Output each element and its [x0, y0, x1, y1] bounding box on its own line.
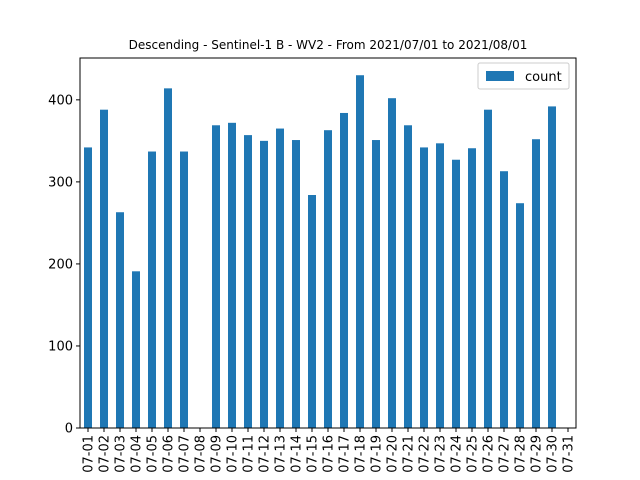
x-tick-label: 07-31	[562, 435, 577, 473]
legend-swatch	[486, 71, 514, 81]
x-tick-label: 07-08	[194, 435, 209, 473]
x-tick-label: 07-22	[418, 435, 433, 473]
x-tick-label: 07-17	[338, 435, 353, 473]
bar-07-07	[180, 151, 188, 428]
bar-07-17	[340, 112, 348, 429]
bar-07-05	[148, 151, 156, 428]
bar-07-21	[404, 125, 412, 428]
bar-07-10	[228, 122, 236, 429]
bar-07-22	[420, 147, 428, 428]
x-tick-label: 07-07	[178, 435, 193, 473]
x-tick-label: 07-21	[402, 435, 417, 473]
x-tick-label: 07-05	[146, 435, 161, 473]
bar-07-11	[244, 135, 252, 428]
plot-frame	[79, 57, 577, 429]
bar-07-29	[532, 139, 540, 428]
x-tick-label: 07-16	[322, 435, 337, 473]
x-tick-label: 07-30	[546, 435, 561, 473]
legend: count	[477, 62, 570, 90]
x-tick-label: 07-28	[514, 435, 529, 473]
x-tick-label: 07-25	[466, 435, 481, 473]
bar-07-06	[164, 88, 172, 428]
x-tick-label: 07-09	[210, 435, 225, 473]
x-tick-label: 07-04	[130, 435, 145, 473]
x-tick-label: 07-02	[98, 435, 113, 473]
y-tick-label: 100	[48, 339, 73, 354]
bar-07-04	[132, 271, 140, 428]
x-tick-label: 07-27	[498, 435, 513, 473]
y-tick-label: 300	[48, 175, 73, 190]
bar-07-23	[436, 143, 444, 428]
bar-07-02	[100, 109, 108, 428]
y-tick-label: 0	[65, 422, 73, 437]
bar-07-18	[356, 75, 364, 428]
bars-group	[84, 75, 556, 429]
x-tick-label: 07-03	[114, 435, 129, 473]
legend-label: count	[525, 70, 562, 85]
x-tick-label: 07-15	[306, 435, 321, 473]
x-tick-label: 07-11	[242, 435, 257, 473]
bar-07-14	[292, 140, 300, 428]
bar-07-01	[84, 147, 92, 428]
chart-title: Descending - Sentinel-1 B - WV2 - From 2…	[129, 38, 528, 52]
x-tick-label: 07-23	[434, 435, 449, 473]
legend-box	[477, 62, 570, 90]
x-tick-label: 07-10	[226, 435, 241, 473]
x-tick-label: 07-24	[450, 435, 465, 473]
x-tick-label: 07-06	[162, 435, 177, 473]
x-tick-label: 07-13	[274, 435, 289, 473]
x-tick-label: 07-19	[370, 435, 385, 473]
x-tick-label: 07-01	[82, 435, 97, 473]
x-tick-label: 07-14	[290, 435, 305, 473]
bar-07-15	[308, 195, 316, 428]
y-axis: 0 100 200 300 400	[48, 93, 80, 437]
y-tick-label: 200	[48, 257, 73, 272]
bar-07-20	[388, 98, 396, 428]
x-tick-label: 07-18	[354, 435, 369, 473]
bar-07-27	[500, 171, 508, 428]
bar-07-16	[324, 130, 332, 428]
bar-07-03	[116, 212, 124, 428]
x-tick-label: 07-26	[482, 435, 497, 473]
bar-07-28	[516, 203, 524, 428]
bar-07-30	[548, 106, 556, 428]
y-tick-label: 400	[48, 93, 73, 108]
bar-07-09	[212, 125, 220, 428]
x-tick-label: 07-12	[258, 435, 273, 473]
x-axis: 07-01 07-02 07-03 07-04 07-05 07-06 07-07 07-08…	[82, 428, 577, 473]
bar-07-25	[468, 148, 476, 428]
bar-07-26	[484, 109, 492, 428]
bar-07-13	[276, 128, 284, 428]
bar-07-24	[452, 159, 460, 428]
x-tick-label: 07-29	[530, 435, 545, 473]
x-tick-label: 07-20	[386, 435, 401, 473]
bar-07-12	[260, 140, 268, 429]
bar-07-19	[372, 140, 380, 428]
